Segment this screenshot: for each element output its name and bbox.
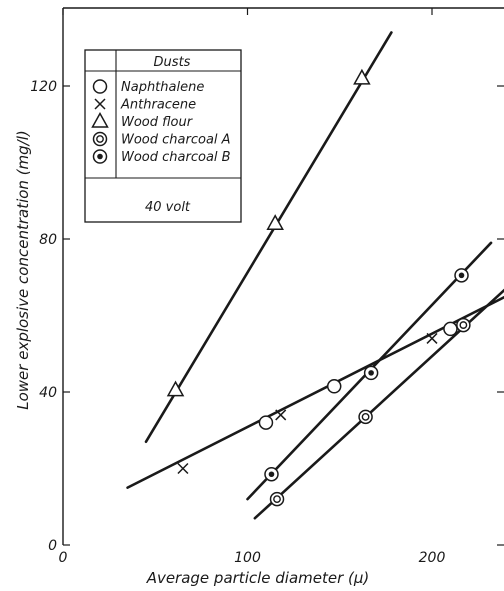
data-point-anthracene xyxy=(426,332,438,344)
legend-label-naphthalene: Naphthalene xyxy=(121,80,204,95)
data-point-naphthalene xyxy=(258,415,274,430)
legend-label-wood-charcoal-b: Wood charcoal B xyxy=(121,150,231,165)
data-point-wood-flour xyxy=(353,68,371,85)
data-point-naphthalene xyxy=(443,321,458,337)
legend-marker-wood-charcoal-b xyxy=(92,149,108,164)
data-point-wood-charcoal-b xyxy=(264,466,279,482)
legend-marker-anthracene xyxy=(94,98,106,110)
legend-label-wood-flour: Wood flour xyxy=(121,115,194,130)
x-tick-label: 100 xyxy=(234,550,261,566)
legend-title: Dusts xyxy=(154,55,191,70)
series-markers xyxy=(166,68,471,507)
legend-label-anthracene: Anthracene xyxy=(120,98,196,113)
data-point-wood-charcoal-b xyxy=(454,268,469,283)
y-tick-label: 80 xyxy=(39,232,57,248)
legend-entries: Naphthalene Anthracene Wood flour Wood char… xyxy=(91,79,231,165)
data-point-wood-flour xyxy=(166,380,185,397)
legend: Dusts Naphthalene Anthracene Wood flour Woo… xyxy=(84,49,242,223)
legend-note: 40 volt xyxy=(145,200,191,215)
legend-marker-naphthalene xyxy=(92,79,108,94)
y-tick-label: 120 xyxy=(30,79,57,95)
x-tick-label: 200 xyxy=(419,550,446,566)
y-tick-label: 40 xyxy=(39,385,57,401)
legend-marker-wood-charcoal-a xyxy=(92,131,108,147)
data-point-wood-charcoal-b xyxy=(363,365,379,381)
data-point-wood-flour xyxy=(266,214,284,230)
y-axis-label: Lower explosive concentration (mg/l) xyxy=(14,130,32,410)
plot-frame xyxy=(62,7,504,545)
legend-marker-wood-flour xyxy=(91,111,109,128)
axis-ticks xyxy=(62,8,504,546)
series-line-wood-flour xyxy=(144,31,393,444)
x-axis-label: Average particle diameter (μ) xyxy=(146,569,370,587)
data-point-wood-charcoal-a xyxy=(269,491,285,507)
y-tick-label: 0 xyxy=(48,538,57,554)
data-point-wood-charcoal-a xyxy=(358,409,373,425)
series-line-naphthalene xyxy=(126,295,504,489)
data-point-anthracene xyxy=(275,409,287,421)
legend-box xyxy=(84,49,242,223)
x-tick-label: 0 xyxy=(59,550,68,566)
data-point-naphthalene xyxy=(326,379,342,394)
data-point-wood-charcoal-a xyxy=(456,317,471,333)
data-point-anthracene xyxy=(177,462,189,475)
legend-label-wood-charcoal-a: Wood charcoal A xyxy=(121,133,231,148)
tick-labels: 0 40 80 120 0 100 200 xyxy=(30,79,445,566)
